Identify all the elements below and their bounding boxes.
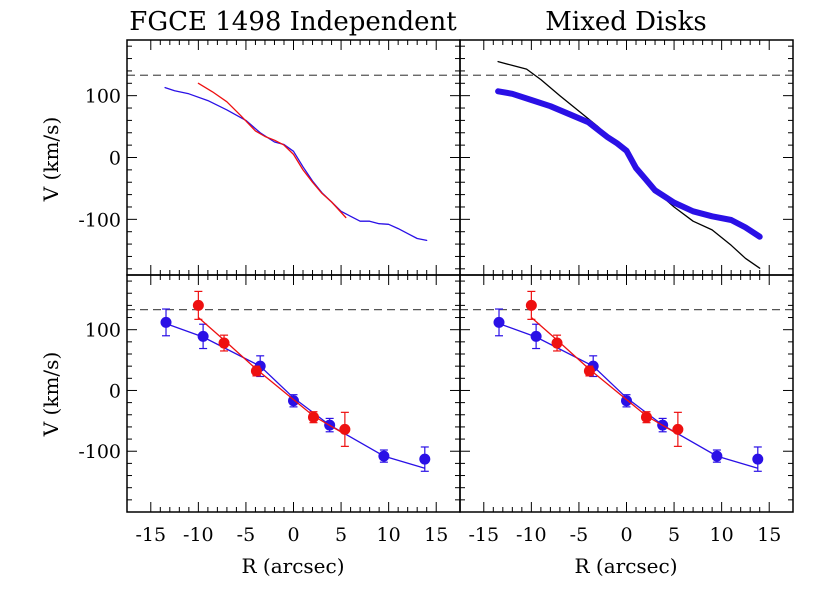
panel-frame [459,39,794,276]
y-tick-label: 100 [85,320,121,342]
x-tick-label: -10 [183,524,214,546]
data-point-red [525,299,537,311]
data-point-blue [419,453,431,465]
panel-title-right: Mixed Disks [545,7,707,37]
plot-panels: -100 0 100 -15 -10 -5 0 5 10 15 -100 0 100 -15 -10 -5 0 5… [78,39,794,546]
data-point-red [583,365,595,377]
data-point-red [640,411,652,423]
x-tick-label: 10 [710,524,734,546]
data-point-blue [752,453,764,465]
data-point-red [339,423,351,435]
x-tick-label: 0 [287,524,299,546]
x-axis-label-left: R (arcsec) [241,554,344,578]
x-tick-label: -10 [516,524,547,546]
y-tick-label: 0 [109,380,121,402]
x-tick-label: 5 [668,524,680,546]
series-line-blue [495,88,763,240]
series-line-black [497,60,761,269]
y-tick-label: 100 [85,86,121,108]
x-tick-label: -5 [570,524,589,546]
data-point-blue [197,330,209,342]
y-tick-label: -100 [78,441,121,463]
panel-frame [126,274,461,513]
panel-title-left: FGCE 1498 Independent [129,7,457,37]
x-tick-label: 10 [377,524,401,546]
x-tick-label: -15 [135,524,166,546]
panel-top-left: -100 0 100 [78,39,461,276]
data-point-blue [711,450,723,462]
x-tick-label: 15 [757,524,781,546]
x-tick-label: -15 [468,524,499,546]
panel-bottom-left: -15 -10 -5 0 5 10 15 -100 0 100 [78,274,461,546]
data-point-red [250,365,262,377]
series-line-red [197,82,347,219]
x-tick-label: 5 [335,524,347,546]
x-tick-label: 15 [424,524,448,546]
data-point-blue [160,316,172,328]
x-axis-label-right: R (arcsec) [574,554,677,578]
panel-top-right [459,39,794,276]
x-tick-label: 0 [620,524,632,546]
y-axis-label-top: V (km/s) [39,117,63,203]
y-tick-label: -100 [78,209,121,231]
data-point-blue [493,316,505,328]
panel-frame [459,274,794,513]
panel-bottom-right: -15 -10 -5 0 5 10 15 [459,274,794,546]
data-point-blue [378,450,390,462]
data-point-red [218,337,230,349]
data-point-red [551,337,563,349]
x-tick-label: -5 [237,524,256,546]
y-axis-label-bottom: V (km/s) [39,352,63,438]
data-point-red [192,299,204,311]
y-tick-label: 0 [109,148,121,170]
data-point-red [672,423,684,435]
data-point-blue [530,330,542,342]
data-point-red [307,411,319,423]
series-line-blue [164,86,428,242]
panel-frame [126,39,461,276]
